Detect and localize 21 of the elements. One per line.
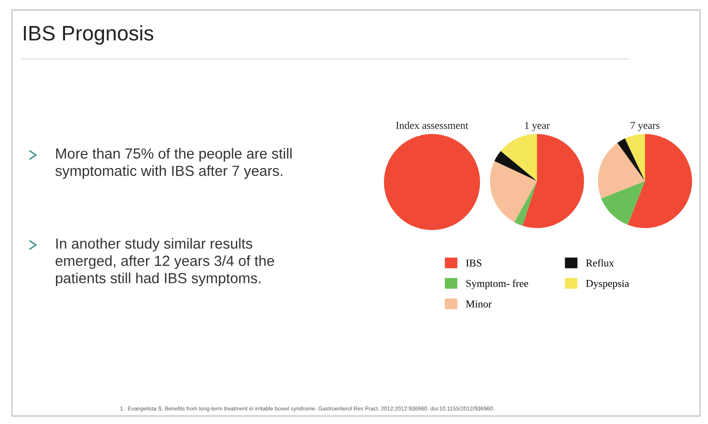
pie-slice [494, 151, 537, 181]
chart-title: 7 years [630, 122, 660, 132]
pie-slice [617, 138, 645, 181]
chart-title: Index assessment [396, 122, 468, 129]
legend-label: Symptom- free [466, 280, 528, 290]
pie-slice [500, 134, 537, 181]
pie-slice [514, 181, 537, 226]
pie-slice [598, 142, 645, 198]
pie-slice [601, 181, 645, 225]
pie-slice [522, 134, 584, 228]
text: IBS Prognosis [24, 25, 154, 45]
legend-label: Reflux [586, 259, 614, 267]
pie-slice [624, 134, 645, 181]
legend-label: Minor [466, 300, 492, 308]
legend-label: IBS [466, 260, 482, 267]
pie-slice [628, 134, 692, 228]
legend-label: Dyspepsia [586, 280, 630, 290]
chart-title: 1 year [525, 122, 550, 132]
text: More than 75% of the people are still symptomatic with IBS after 7 years. [55, 148, 292, 179]
pie-slice [490, 160, 537, 222]
text: In another study similar results emerged, after 12 years 3/4 of the patients still had IBS symptoms. [56, 238, 274, 286]
